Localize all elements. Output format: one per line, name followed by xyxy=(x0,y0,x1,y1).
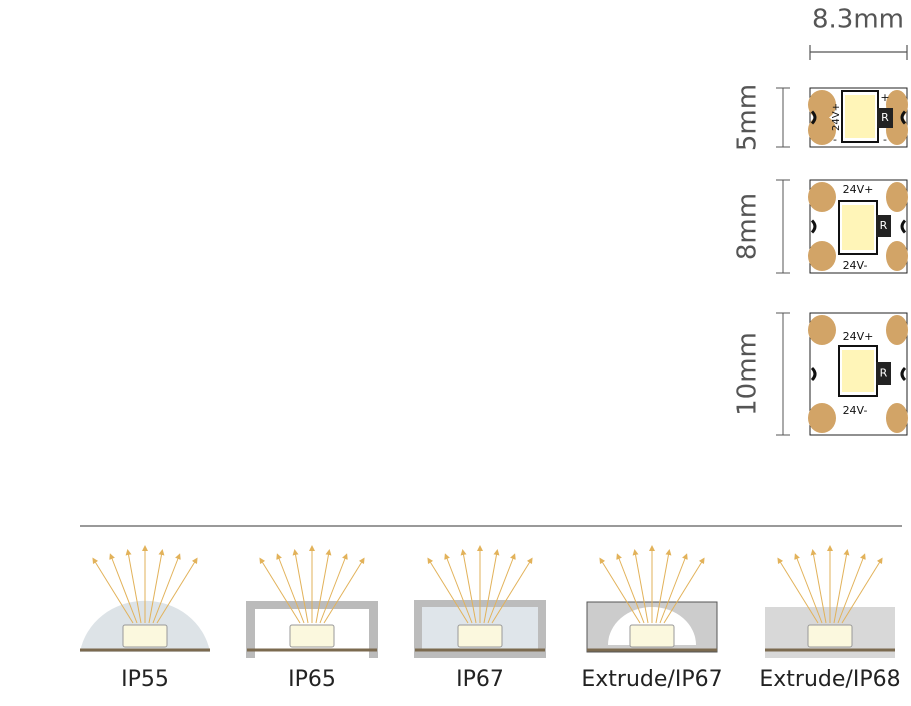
light-ray xyxy=(152,553,181,624)
polarity-label: 24V- xyxy=(843,404,868,417)
light-ray xyxy=(323,557,365,624)
polarity-label: - xyxy=(883,133,887,146)
light-ray xyxy=(810,549,827,624)
profile: IP67 xyxy=(414,545,546,692)
cut-mark xyxy=(810,219,817,234)
polarity-label: 24V+ xyxy=(831,103,842,131)
cut-mark xyxy=(810,110,817,125)
strip: 8mm 24V+ 24V- R xyxy=(733,179,908,274)
light-ray xyxy=(487,553,516,624)
copper-pad xyxy=(808,115,836,145)
copper-pad xyxy=(808,182,836,212)
profile-label: IP55 xyxy=(121,667,169,692)
light-ray xyxy=(599,557,641,624)
cut-mark xyxy=(810,366,817,382)
light-ray xyxy=(259,557,301,624)
height-label: 5mm xyxy=(733,84,763,151)
height-label: 8mm xyxy=(733,193,763,260)
light-ray xyxy=(156,557,198,624)
light-ray xyxy=(292,549,309,624)
led-chip xyxy=(289,624,335,648)
profile: Extrude/IP68 xyxy=(759,545,901,692)
light-ray xyxy=(92,557,134,624)
profile: IP55 xyxy=(80,545,210,692)
cut-mark xyxy=(900,219,907,234)
light-ray xyxy=(663,557,705,624)
resistor-label: R xyxy=(881,111,889,124)
profile: Extrude/IP67 xyxy=(581,545,723,692)
light-ray xyxy=(659,553,688,624)
light-ray xyxy=(319,553,348,624)
led-chip xyxy=(842,350,874,392)
light-ray xyxy=(315,549,332,624)
resistor-label: R xyxy=(880,219,888,232)
copper-pad xyxy=(886,403,908,433)
copper-pad xyxy=(886,241,908,271)
light-ray xyxy=(109,553,138,624)
polarity-label: 24V- xyxy=(843,259,868,272)
height-label: 10mm xyxy=(733,332,763,416)
led-chip xyxy=(457,624,503,648)
resistor xyxy=(876,215,891,237)
light-ray xyxy=(837,553,866,624)
copper-pad xyxy=(808,241,836,271)
led-chip xyxy=(807,624,853,648)
profile-label: IP67 xyxy=(456,667,504,692)
copper-pad xyxy=(808,90,836,120)
profile-label: Extrude/IP68 xyxy=(759,667,900,692)
copper-pad xyxy=(886,182,908,212)
width-dimension xyxy=(809,45,908,60)
profile-label: Extrude/IP67 xyxy=(581,667,722,692)
profile-label: IP65 xyxy=(288,667,336,692)
light-ray xyxy=(616,553,645,624)
polarity-label: 24V+ xyxy=(843,330,874,343)
light-ray xyxy=(491,557,533,624)
led-chip xyxy=(845,95,875,138)
resistor xyxy=(876,362,891,385)
light-ray xyxy=(125,549,142,624)
copper-pad xyxy=(808,315,836,345)
resistor-label: R xyxy=(880,367,888,380)
light-ray xyxy=(276,553,305,624)
light-ray xyxy=(148,549,165,624)
light-ray xyxy=(483,549,500,624)
cut-mark xyxy=(900,110,907,125)
resistor xyxy=(877,108,893,128)
led-chip xyxy=(122,624,168,648)
light-ray xyxy=(833,549,850,624)
light-ray xyxy=(632,549,649,624)
width-label: 8.3mm xyxy=(812,5,904,35)
light-ray xyxy=(460,549,477,624)
profile: IP65 xyxy=(246,545,378,692)
polarity-label: - xyxy=(833,133,837,146)
light-ray xyxy=(427,557,469,624)
light-ray xyxy=(655,549,672,624)
polarity-label: 24V+ xyxy=(843,183,874,196)
copper-pad xyxy=(886,315,908,345)
led-chip xyxy=(842,205,874,250)
strip: 10mm 24V+ 24V- R xyxy=(733,312,908,436)
light-ray xyxy=(794,553,823,624)
light-ray xyxy=(444,553,473,624)
polarity-label: + xyxy=(880,91,889,104)
copper-pad xyxy=(808,403,836,433)
light-ray xyxy=(777,557,819,624)
cut-mark xyxy=(900,366,907,382)
light-ray xyxy=(841,557,883,624)
led-chip xyxy=(629,624,675,648)
strip: 5mm 24V+ - + - R xyxy=(733,84,908,151)
